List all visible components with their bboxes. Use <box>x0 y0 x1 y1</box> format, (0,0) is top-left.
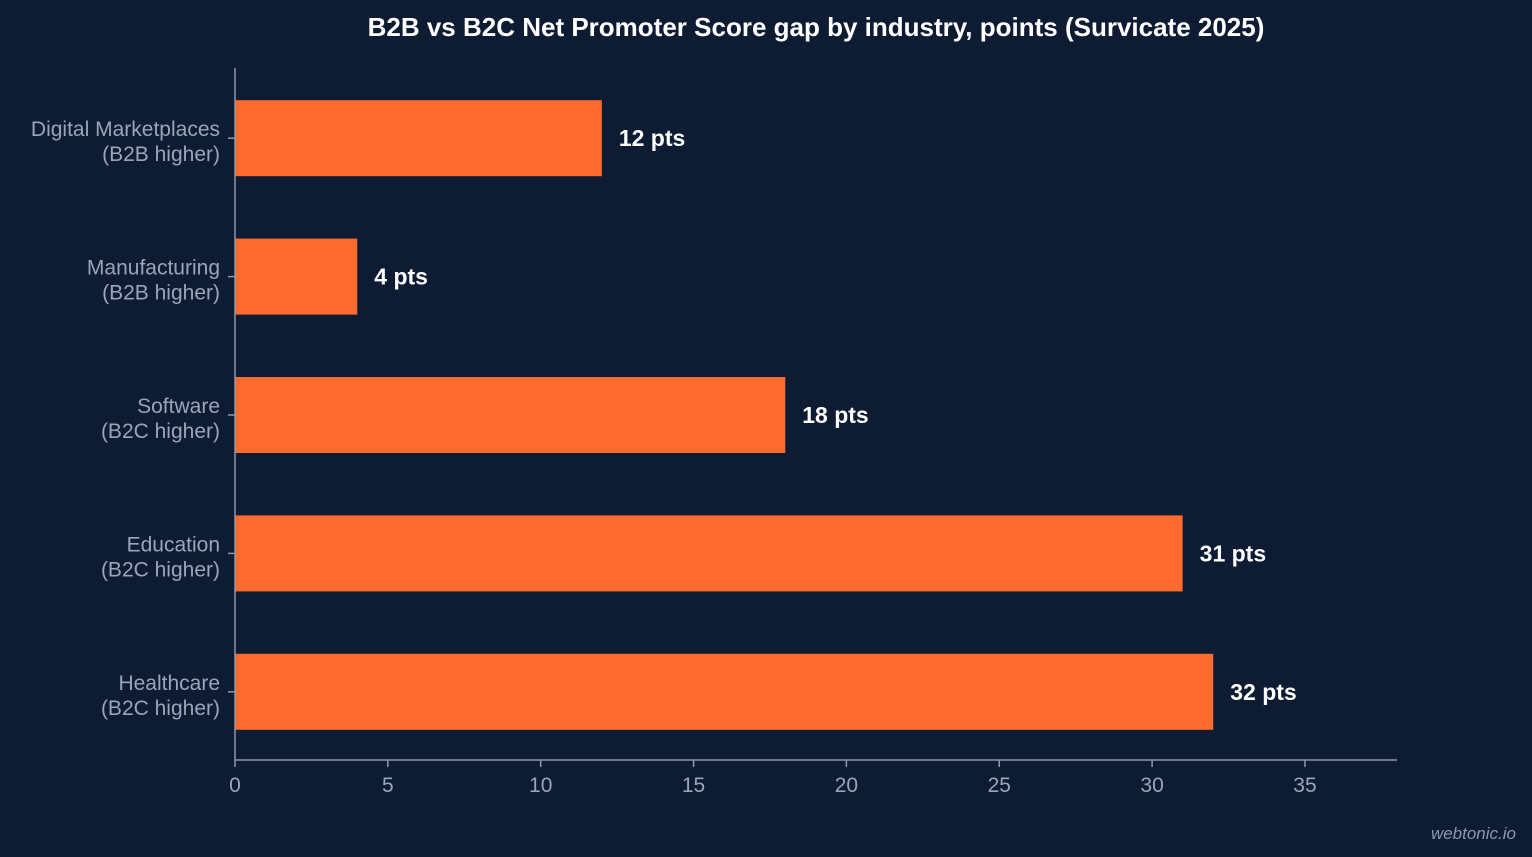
data-label-4: 32 pts <box>1230 679 1296 705</box>
category-label-line: Manufacturing <box>87 257 220 280</box>
axis-layer: Digital Marketplaces (B2B higher)Manufact… <box>31 68 1397 797</box>
bar-2 <box>235 377 786 453</box>
data-label-2: 18 pts <box>802 402 868 428</box>
category-label-1: Manufacturing (B2B higher) <box>87 257 220 305</box>
watermark-text: webtonic.io <box>1431 824 1516 843</box>
data-label-0: 12 pts <box>619 125 685 151</box>
category-label-line: Software <box>137 395 220 418</box>
category-label-3: Education (B2C higher) <box>101 533 220 581</box>
x-tick-label-7: 35 <box>1293 774 1316 797</box>
category-label-4: Healthcare (B2C higher) <box>101 672 220 720</box>
bars-layer: 12 pts 4 pts 18 pts 31 pts 32 pts <box>235 100 1297 730</box>
category-label-line: (B2B higher) <box>102 282 220 305</box>
x-tick-label-4: 20 <box>835 774 858 797</box>
category-label-0: Digital Marketplaces (B2B higher) <box>31 118 220 166</box>
category-label-line: Education <box>127 533 220 556</box>
x-tick-label-5: 25 <box>988 774 1011 797</box>
category-label-line: Digital Marketplaces <box>31 118 220 141</box>
category-label-line: Healthcare <box>118 672 220 695</box>
category-label-line: (B2B higher) <box>102 143 220 166</box>
category-label-line: (B2C higher) <box>101 697 220 720</box>
data-label-1: 4 pts <box>374 264 428 290</box>
category-label-line: (B2C higher) <box>101 420 220 443</box>
x-tick-label-2: 10 <box>529 774 552 797</box>
bar-1 <box>235 238 358 315</box>
bar-4 <box>235 653 1214 730</box>
category-label-line: (B2C higher) <box>101 558 220 581</box>
x-tick-label-0: 0 <box>229 774 241 797</box>
bar-3 <box>235 515 1183 592</box>
bar-0 <box>235 100 602 177</box>
x-tick-label-3: 15 <box>682 774 705 797</box>
category-label-2: Software (B2C higher) <box>101 395 220 443</box>
x-tick-label-1: 5 <box>382 774 394 797</box>
chart-title: B2B vs B2C Net Promoter Score gap by ind… <box>368 12 1265 42</box>
x-tick-label-6: 30 <box>1140 774 1163 797</box>
data-label-3: 31 pts <box>1200 540 1266 566</box>
